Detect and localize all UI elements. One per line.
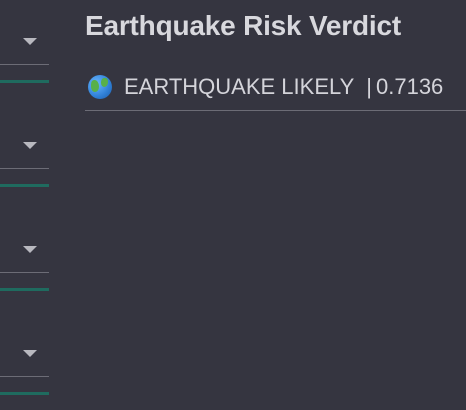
select-dropdown-3[interactable] bbox=[0, 208, 49, 291]
slider-track[interactable] bbox=[0, 184, 49, 187]
slider-track[interactable] bbox=[0, 288, 49, 291]
chevron-down-icon[interactable] bbox=[23, 350, 37, 357]
chevron-down-icon[interactable] bbox=[23, 246, 37, 253]
slider-track[interactable] bbox=[0, 392, 49, 395]
select-underline bbox=[0, 64, 49, 65]
verdict-separator: | bbox=[366, 74, 372, 99]
select-dropdown-2[interactable] bbox=[0, 104, 49, 187]
page-title: Earthquake Risk Verdict bbox=[85, 10, 401, 41]
select-dropdown-4[interactable] bbox=[0, 312, 49, 395]
select-underline bbox=[0, 168, 49, 169]
verdict-label: EARTHQUAKE LIKELY bbox=[124, 74, 355, 99]
chevron-down-icon[interactable] bbox=[23, 38, 37, 45]
select-underline bbox=[0, 272, 49, 273]
chevron-down-icon[interactable] bbox=[23, 142, 37, 149]
input-sidebar bbox=[0, 0, 49, 410]
slider-track[interactable] bbox=[0, 80, 49, 83]
select-dropdown-1[interactable] bbox=[0, 0, 49, 83]
globe-icon bbox=[88, 75, 112, 99]
divider bbox=[85, 110, 466, 111]
select-underline bbox=[0, 376, 49, 377]
verdict-score: 0.7136 bbox=[376, 74, 444, 99]
verdict-row: EARTHQUAKE LIKELY | 0.7136 bbox=[88, 74, 443, 100]
